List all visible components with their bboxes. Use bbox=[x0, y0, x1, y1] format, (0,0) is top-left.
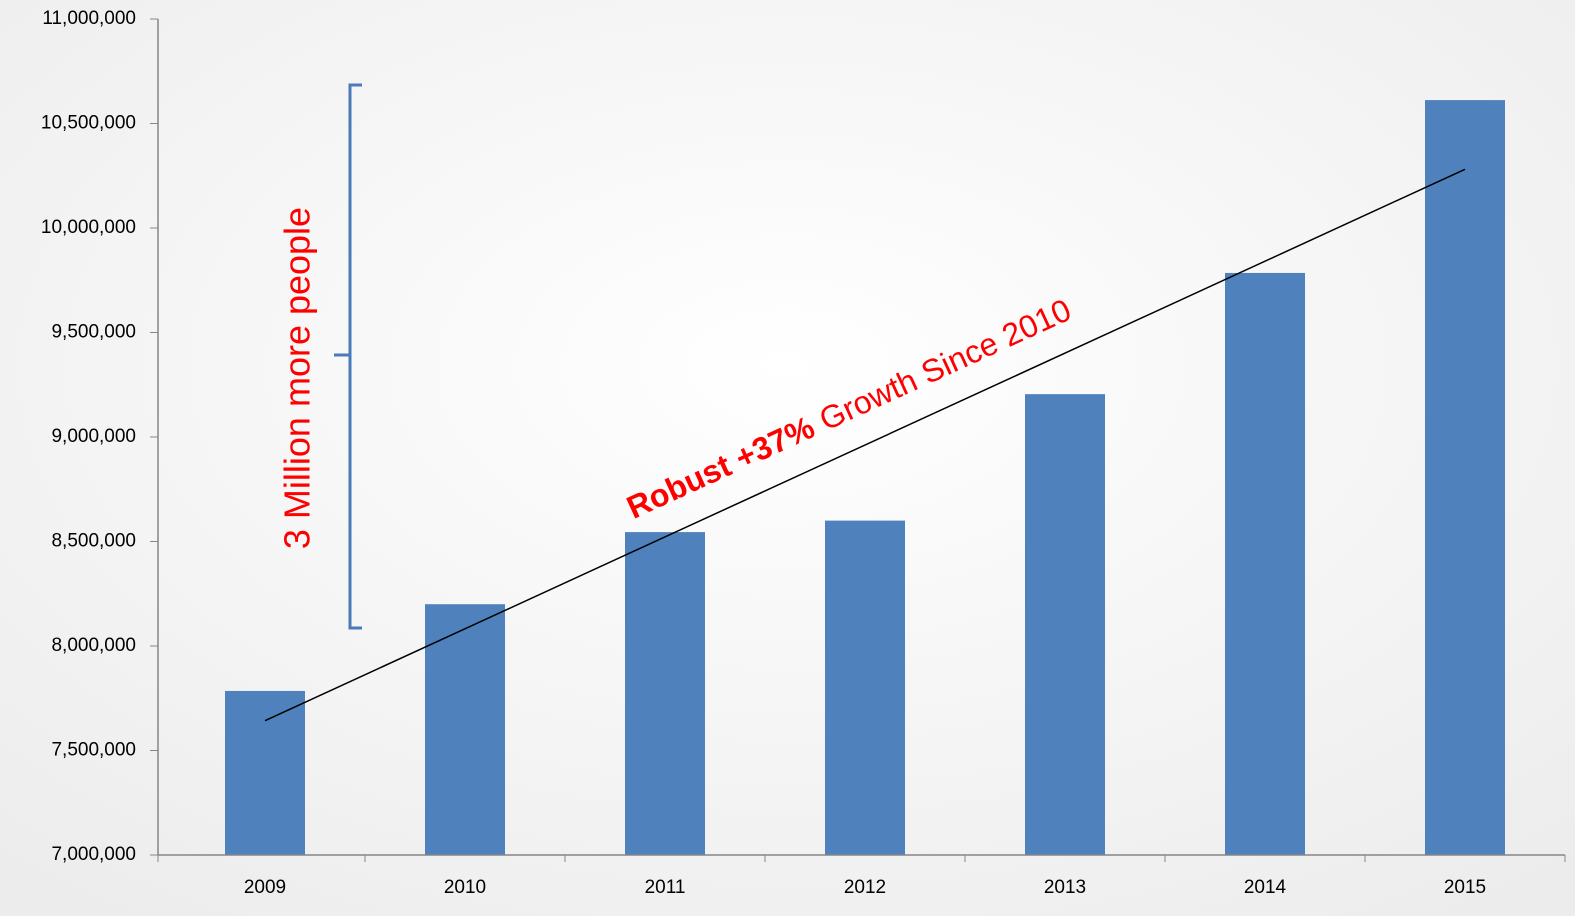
x-tick-label: 2009 bbox=[244, 877, 286, 898]
chart: 7,000,000 7,500,000 8,000,000 8,500,000 9,00… bbox=[0, 0, 1575, 916]
y-tick-label: 7,000,000 bbox=[51, 844, 136, 865]
x-tick-label: 2010 bbox=[444, 877, 486, 898]
y-tick-label: 10,500,000 bbox=[41, 113, 136, 134]
x-tick-label: 2013 bbox=[1044, 877, 1086, 898]
x-tick-label: 2011 bbox=[645, 877, 686, 898]
bar bbox=[1425, 100, 1505, 855]
bar bbox=[1225, 273, 1305, 855]
bar bbox=[625, 532, 705, 855]
y-tick-label: 10,000,000 bbox=[41, 217, 136, 238]
x-tick-label: 2015 bbox=[1444, 877, 1486, 898]
y-tick-label: 8,500,000 bbox=[51, 531, 136, 552]
y-tick-label: 9,500,000 bbox=[51, 322, 136, 343]
y-tick-label: 8,000,000 bbox=[51, 635, 136, 656]
y-tick-label: 7,500,000 bbox=[51, 740, 136, 761]
y-tick-label: 11,000,000 bbox=[42, 8, 136, 29]
bar bbox=[1025, 394, 1105, 855]
bar bbox=[225, 691, 305, 855]
x-tick-label: 2014 bbox=[1244, 877, 1287, 898]
bar bbox=[825, 521, 905, 855]
x-tick-label: 2012 bbox=[844, 877, 886, 898]
y-tick-label: 9,000,000 bbox=[51, 426, 136, 447]
bracket-label: 3 Million more people bbox=[277, 207, 318, 549]
